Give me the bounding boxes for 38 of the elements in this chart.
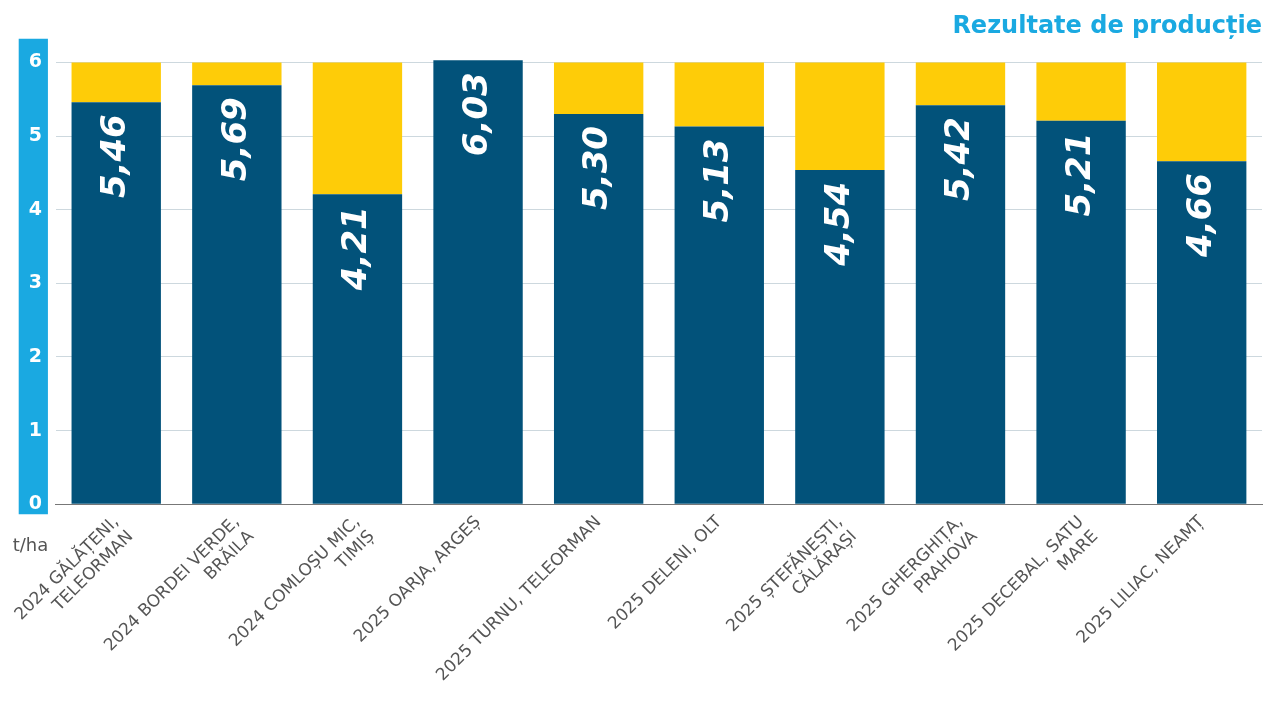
bar — [71, 102, 161, 504]
data-label: 5,13 — [696, 138, 737, 223]
y-tick-label: 0 — [28, 491, 42, 514]
y-tick-label: 3 — [28, 270, 42, 293]
bar — [674, 126, 764, 504]
y-tick-label: 2 — [28, 343, 42, 366]
y-tick-label: 6 — [28, 49, 42, 72]
bar — [674, 62, 764, 127]
bar — [192, 85, 282, 504]
data-label: 4,66 — [1178, 173, 1219, 259]
bar — [795, 169, 885, 504]
bar — [1036, 120, 1126, 504]
bar — [1036, 62, 1126, 121]
data-label: 5,21 — [1057, 132, 1098, 217]
data-label: 5,30 — [575, 126, 616, 210]
bar — [795, 62, 885, 170]
y-tick-label: 5 — [28, 123, 42, 146]
chart-title: Rezultate de producție — [952, 10, 1262, 39]
y-tick-label: 4 — [28, 196, 42, 219]
bar — [312, 194, 403, 504]
data-label: 5,69 — [213, 97, 254, 182]
bar — [312, 62, 403, 195]
bar — [553, 62, 644, 115]
data-label: 4,21 — [334, 206, 375, 292]
bar — [915, 62, 1006, 106]
data-label: 5,42 — [937, 117, 978, 202]
bar — [433, 60, 523, 504]
bar — [71, 62, 161, 103]
bar — [192, 62, 282, 86]
bar — [1157, 62, 1247, 162]
bar — [1157, 161, 1247, 504]
data-label: 5,46 — [93, 114, 134, 199]
bar — [915, 105, 1006, 504]
bar — [553, 114, 644, 504]
y-axis-title: t/ha — [12, 533, 49, 555]
y-tick-label: 1 — [28, 417, 42, 440]
data-label: 4,54 — [816, 181, 857, 267]
data-label: 6,03 — [454, 72, 495, 157]
